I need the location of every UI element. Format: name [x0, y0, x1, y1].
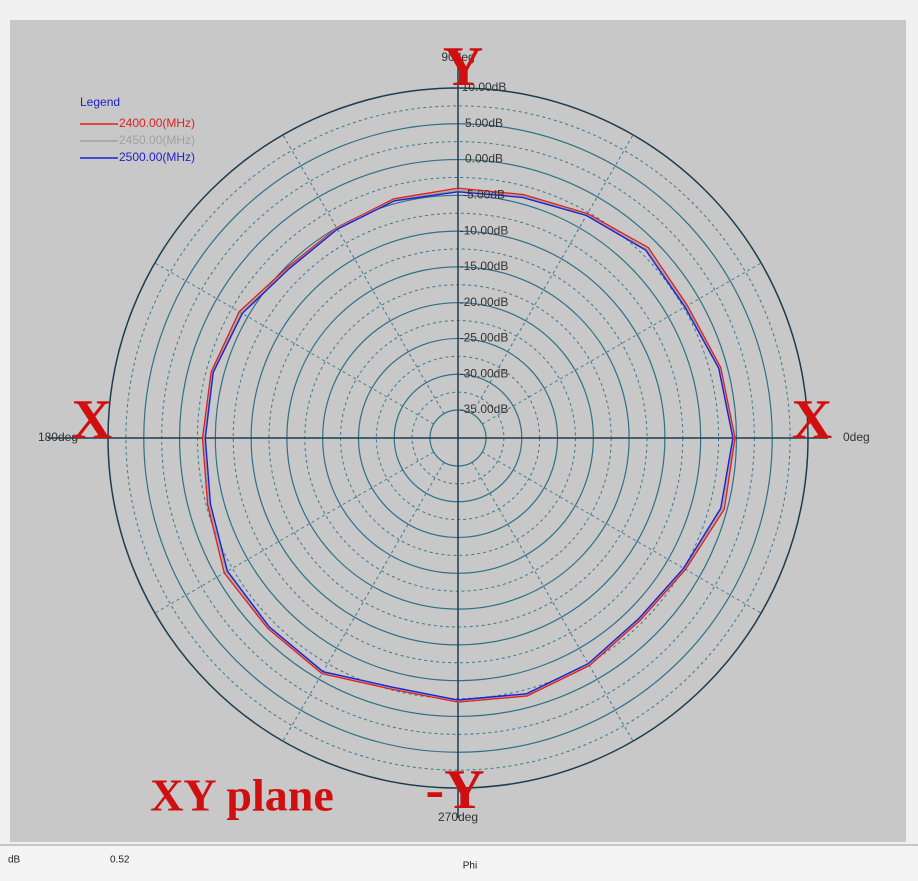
- annotation: X: [792, 389, 832, 451]
- legend-label: 2450.00(MHz): [119, 133, 195, 147]
- annotation: Y: [443, 36, 483, 98]
- r-tick-label: 0.00dB: [465, 152, 503, 166]
- r-tick-label: -30.00dB: [460, 366, 509, 380]
- r-tick-label: 10.00dB: [462, 80, 507, 94]
- legend-label: 2400.00(MHz): [119, 116, 195, 130]
- status-value: 0.52: [110, 855, 130, 866]
- theta-tick-label: 90deg: [441, 50, 474, 64]
- r-tick-label: -10.00dB: [460, 223, 509, 237]
- r-tick-label: 5.00dB: [465, 116, 503, 130]
- grid: [48, 58, 828, 818]
- r-tick-label: -20.00dB: [460, 295, 509, 309]
- legend-title: Legend: [80, 95, 120, 109]
- labels: 10.00dB 5.00dB 0.00dB -5.00dB -10.00dB -15.00…: [38, 50, 870, 824]
- series-line: [204, 191, 734, 701]
- r-tick-label: -35.00dB: [460, 402, 509, 416]
- annotation: XY plane: [150, 770, 334, 821]
- r-tick-label: -15.00dB: [460, 259, 509, 273]
- theta-tick-label: 180deg: [38, 430, 78, 444]
- r-tick-label: -25.00dB: [460, 331, 509, 345]
- annotation: X: [72, 389, 112, 451]
- theta-tick-label: 270deg: [438, 810, 478, 824]
- marks: [201, 187, 736, 703]
- status-axis: Phi: [463, 861, 477, 872]
- series-line: [201, 187, 736, 703]
- annotation: -Y: [425, 759, 484, 821]
- theta-tick-label: 0deg: [843, 430, 870, 444]
- status-unit: dB: [8, 855, 21, 866]
- r-tick-label: -5.00dB: [463, 188, 505, 202]
- status-bar: [0, 845, 918, 881]
- series-line: [203, 189, 735, 702]
- legend-label: 2500.00(MHz): [119, 150, 195, 164]
